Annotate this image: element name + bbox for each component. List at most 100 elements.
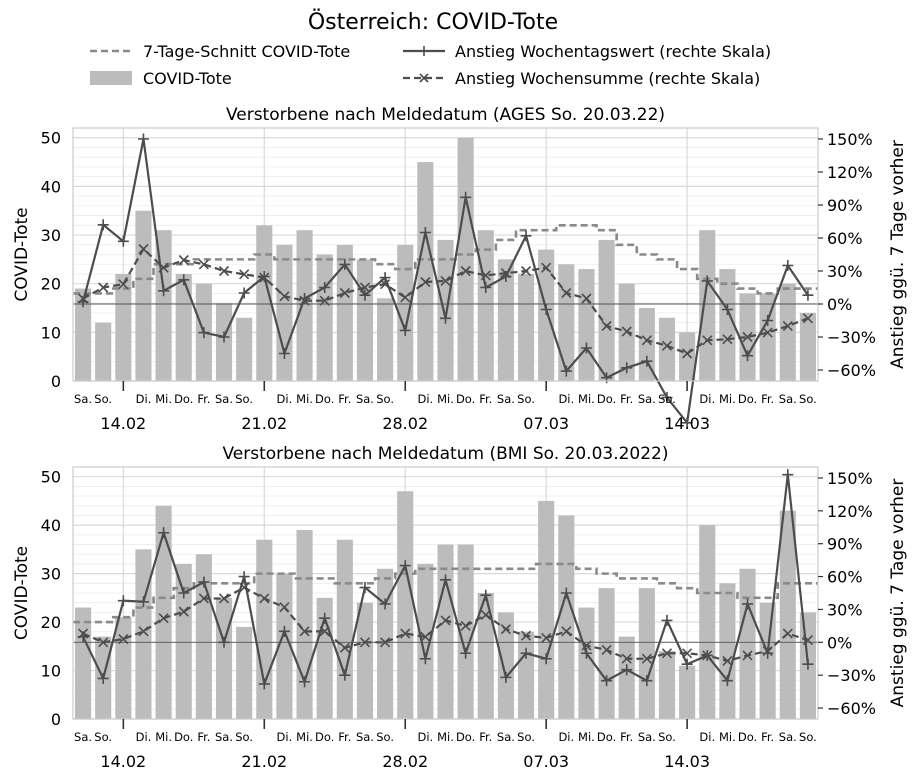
week-rise-point — [621, 653, 632, 664]
weekday-rise-point — [641, 675, 653, 687]
legend-weekday-marker — [419, 46, 429, 56]
legend-bars-label: COVID-Tote — [143, 69, 232, 88]
week-rise-point — [661, 648, 673, 659]
bar — [256, 539, 273, 719]
week-rise-point — [420, 276, 431, 288]
bar — [336, 244, 353, 381]
figure-title: Österreich: COVID-Tote — [308, 9, 558, 35]
bar — [356, 602, 374, 719]
day-tick-label: Sa. — [497, 730, 515, 744]
weekday-rise-point — [339, 258, 351, 270]
day-tick-label: So. — [376, 730, 394, 744]
day-tick-label: Mi. — [296, 392, 313, 406]
weekday-rise-point — [480, 282, 492, 293]
day-tick-label: Sa. — [497, 392, 515, 406]
weekday-rise-point — [218, 636, 230, 648]
bar — [538, 500, 555, 719]
week-tick-label: 21.02 — [241, 752, 287, 771]
day-tick-label: Do. — [315, 392, 334, 406]
y2-axis-label: Anstieg ggü. 7 Tage vorher — [888, 140, 908, 369]
day-tick-label: Do. — [315, 730, 334, 744]
bar — [417, 162, 434, 381]
weekday-rise-point — [580, 647, 592, 659]
week-tick-label: 28.02 — [382, 414, 428, 433]
weekday-rise-point — [238, 287, 250, 299]
weekday-rise-point — [278, 625, 290, 637]
week-tick-label: 28.02 — [382, 752, 428, 771]
weekday-rise-point — [137, 596, 149, 608]
week-rise-point — [98, 282, 109, 293]
bar — [799, 312, 816, 381]
legend-week-marker — [419, 73, 429, 83]
weekday-rise-point — [379, 272, 391, 284]
weekday-rise-point — [540, 653, 552, 665]
day-tick-label: Di. — [558, 392, 574, 406]
day-tick-label: Sa. — [215, 730, 233, 744]
bar — [115, 617, 132, 719]
bar — [75, 607, 92, 719]
weekday-rise-point — [661, 614, 673, 626]
y-tick-label: 40 — [41, 177, 61, 196]
week-rise-point — [198, 593, 209, 604]
week-rise-point — [440, 615, 451, 626]
weekday-rise-point — [117, 235, 129, 247]
weekday-rise-point — [299, 293, 311, 304]
panel-title: Verstorbene nach Meldedatum (AGES So. 20… — [226, 105, 665, 125]
bar — [497, 259, 514, 381]
day-tick-label: Di. — [136, 730, 152, 744]
week-rise-point — [299, 626, 310, 637]
bar — [175, 563, 192, 719]
avg-step-line — [73, 224, 818, 295]
y-tick-label: 30 — [41, 226, 61, 245]
week-rise-point — [460, 620, 471, 631]
weekday-rise-point — [399, 324, 411, 336]
bar — [699, 525, 716, 719]
y2-tick-label: −30% — [827, 666, 876, 685]
y2-tick-label: 90% — [827, 196, 863, 215]
week-rise-point — [621, 326, 632, 337]
y-tick-label: 0 — [51, 710, 61, 729]
y-tick-label: 20 — [41, 275, 61, 294]
bar — [175, 273, 192, 381]
bar — [377, 568, 394, 719]
day-tick-label: Fr. — [338, 730, 351, 744]
weekday-rise-point — [601, 675, 613, 687]
bar — [477, 593, 494, 719]
legend-weekday-label: Anstieg Wochentagswert (rechte Skala) — [455, 42, 771, 61]
bar — [679, 332, 696, 381]
bar — [497, 612, 514, 719]
week-rise-point — [561, 626, 572, 637]
week-rise-point — [742, 650, 753, 661]
week-tick-label: 21.02 — [241, 414, 287, 433]
week-rise-point — [380, 637, 391, 648]
bar — [95, 322, 112, 381]
week-rise-point — [541, 632, 552, 643]
weekday-rise-point — [520, 230, 532, 242]
weekday-rise-point — [158, 285, 170, 297]
bar — [679, 665, 696, 719]
bar — [517, 631, 535, 719]
weekday-rise-point — [641, 355, 653, 367]
bar — [437, 544, 454, 719]
y-axis-label: COVID-Tote — [12, 207, 32, 301]
bar — [719, 269, 736, 381]
day-tick-label: Sa. — [779, 392, 797, 406]
day-tick-label: Fr. — [761, 730, 774, 744]
day-tick-label: Di. — [418, 392, 434, 406]
week-rise-point — [541, 262, 552, 273]
day-tick-label: Di. — [277, 392, 293, 406]
bar — [779, 510, 796, 719]
weekday-rise-point — [621, 362, 633, 374]
weekday-rise-point — [681, 658, 693, 670]
week-rise-point — [118, 279, 129, 290]
week-rise-point — [279, 602, 290, 613]
panel-bmi: Verstorbene nach Meldedatum (BMI So. 20.… — [12, 444, 908, 771]
week-rise-point — [641, 653, 652, 664]
y2-tick-label: 90% — [827, 535, 863, 554]
bar — [598, 588, 615, 719]
bar — [356, 259, 374, 381]
weekday-rise-point — [419, 227, 431, 238]
week-rise-point — [239, 269, 250, 280]
weekday-rise-point — [299, 676, 311, 688]
